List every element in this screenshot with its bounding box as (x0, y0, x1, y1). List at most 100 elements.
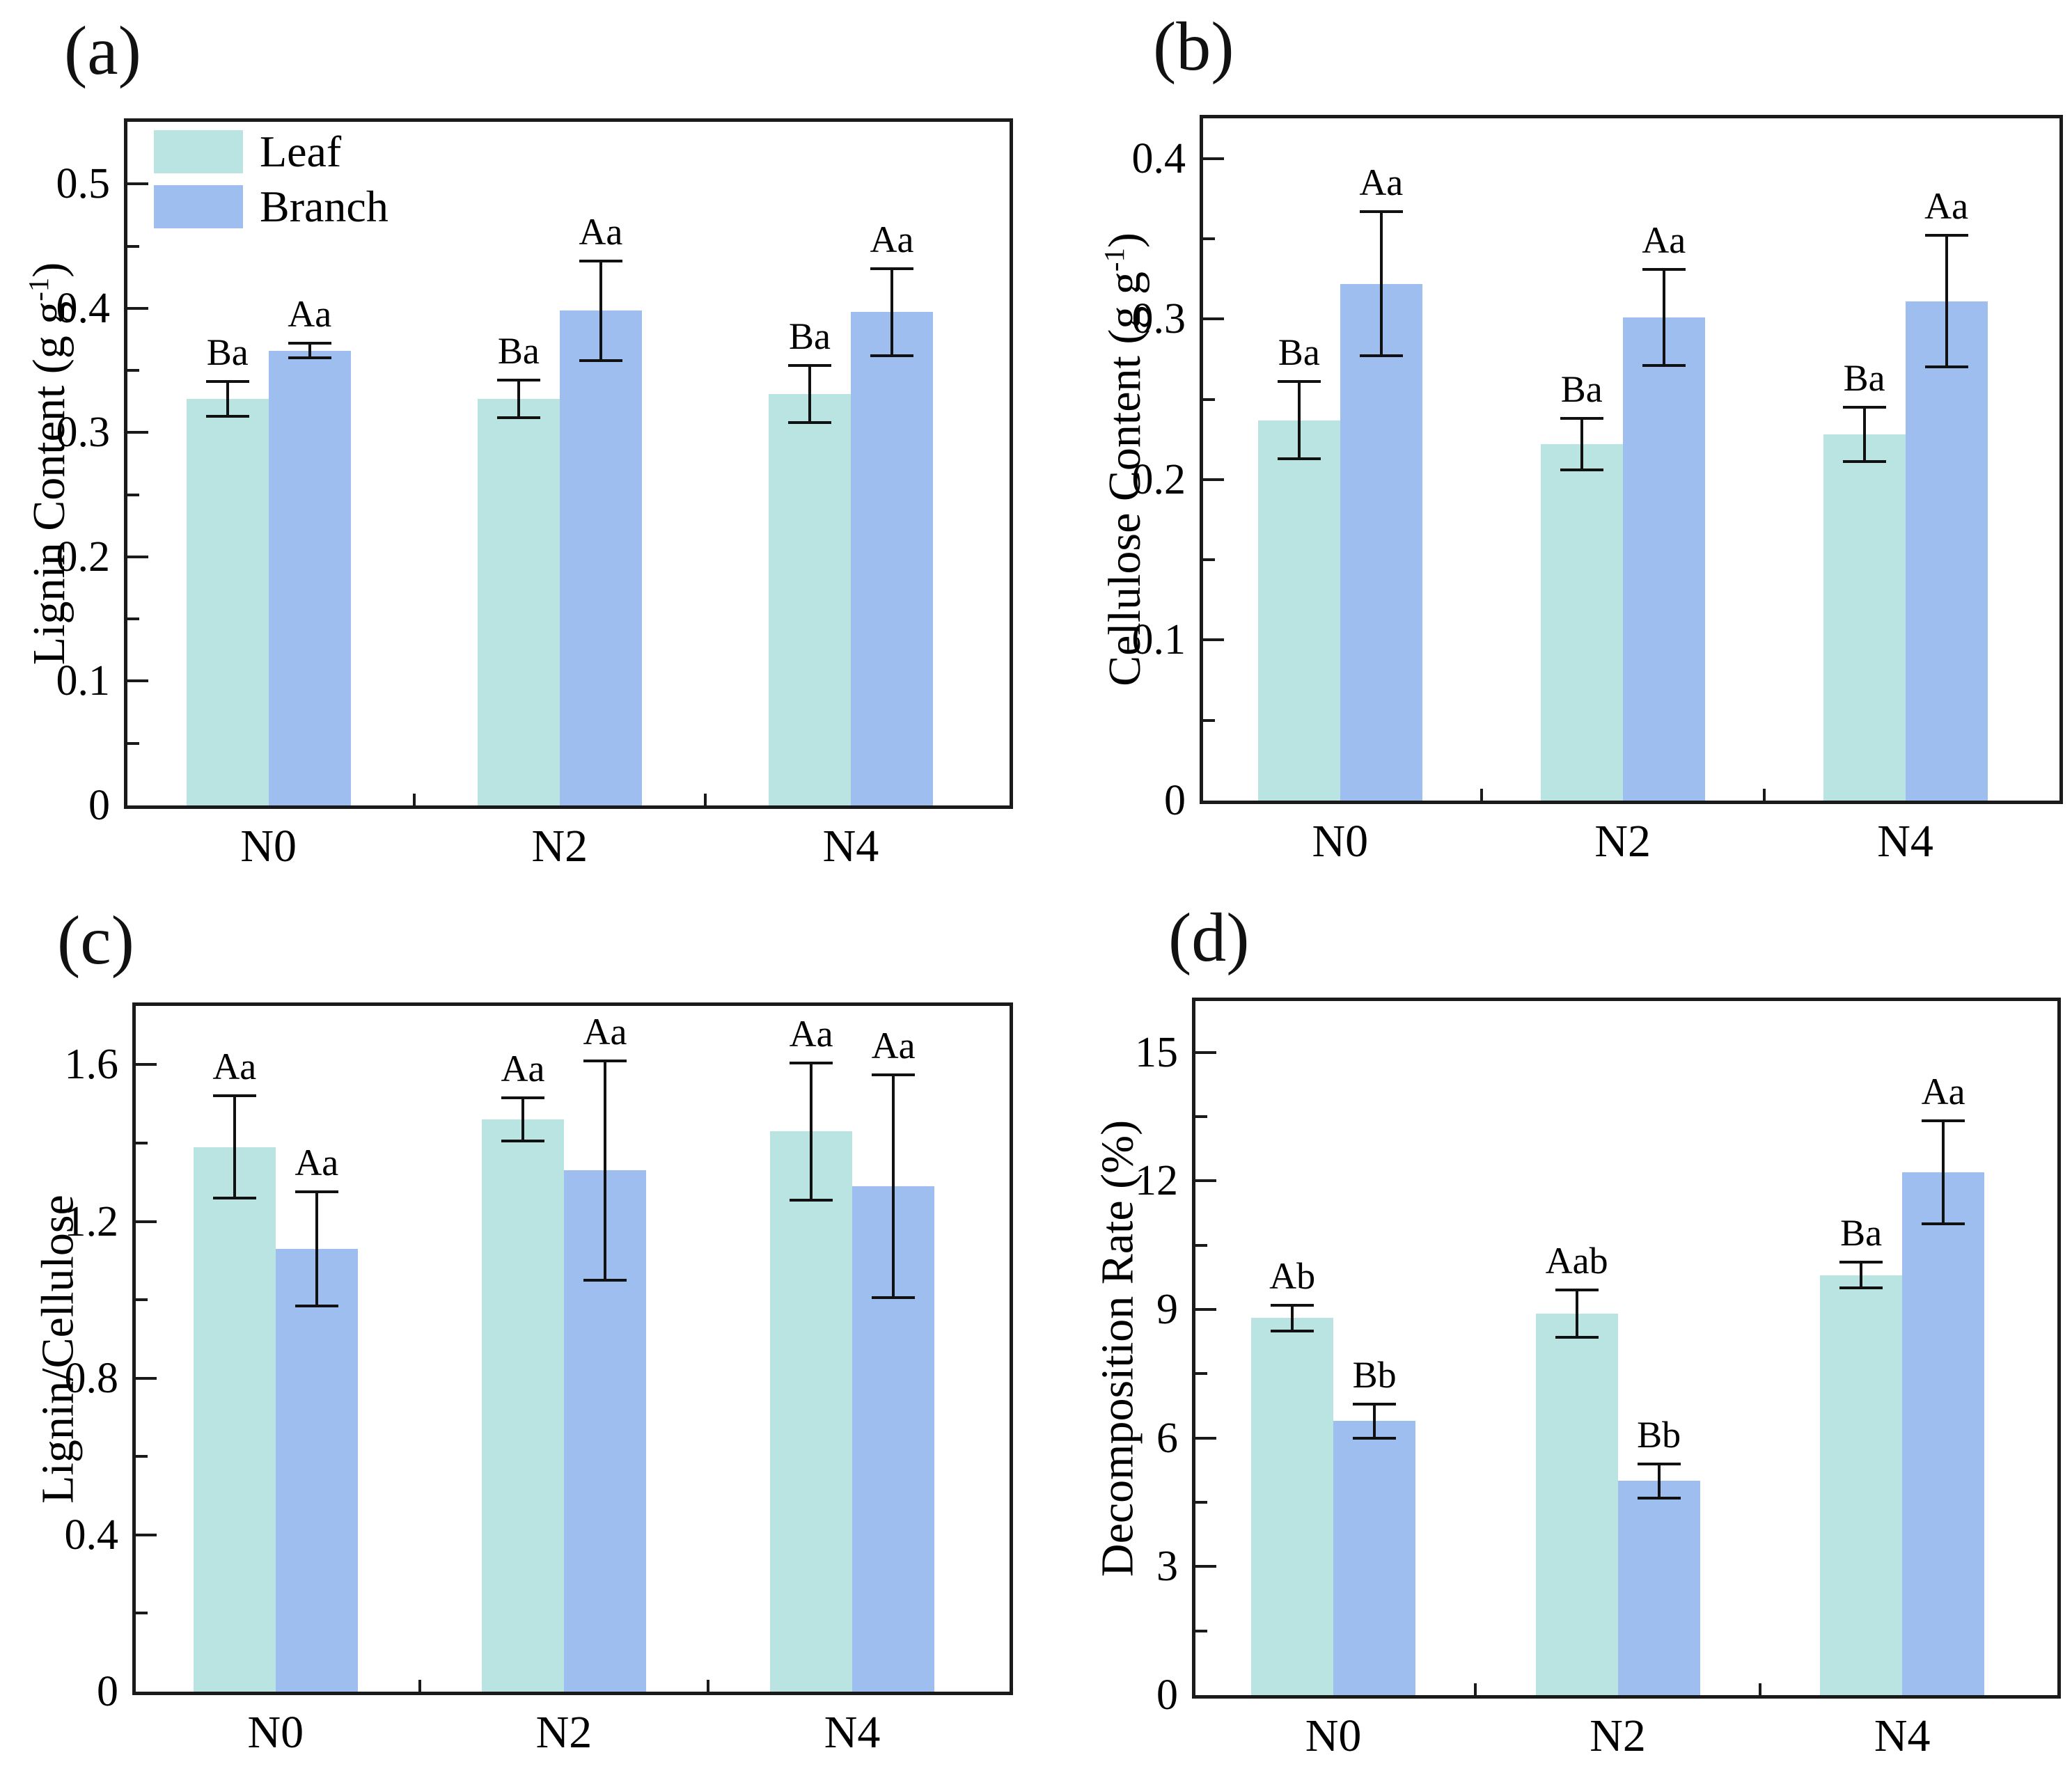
y-tick (127, 555, 148, 558)
bar-leaf (1251, 1318, 1334, 1695)
bar-leaf (770, 1131, 853, 1692)
significance-label: Ba (1278, 331, 1320, 374)
significance-label: Aa (1921, 1071, 1965, 1113)
plot-area-d: 0 3 6 9 12 15 N0 N2 N4 Ab Aab Ba Bb Bb Aa (1135, 998, 2061, 1761)
x-category-label: N2 (531, 821, 588, 872)
legend: Leaf Branch (154, 127, 388, 237)
y-axis-title-sup: -1 (1099, 248, 1130, 272)
significance-label: Aa (1924, 185, 1969, 228)
significance-label: Aa (871, 1024, 916, 1066)
y-tick-label: 0.4 (1131, 134, 1186, 182)
error-bar-cap-top (288, 341, 331, 345)
legend-label-leaf: Leaf (260, 127, 342, 176)
error-bar (1379, 211, 1383, 356)
significance-label: Bb (1352, 1353, 1397, 1396)
y-tick-label: 0.8 (64, 1354, 119, 1402)
bar-branch (1905, 301, 1988, 801)
x-category-label: N0 (1305, 1710, 1362, 1761)
y-tick-label: 0.4 (56, 284, 111, 332)
y-minor-tick (127, 369, 139, 372)
bar-branch (268, 350, 351, 805)
bar-branch (1333, 1421, 1416, 1695)
error-bar-cap-bottom (1642, 364, 1686, 368)
y-axis-title-c: Lignin/Cellulose (19, 1002, 83, 1695)
y-tick-label: 0.2 (56, 533, 111, 581)
y-tick (136, 1063, 157, 1066)
error-bar-cap-bottom (870, 354, 913, 357)
y-minor-tick (1195, 1115, 1207, 1119)
error-bar-cap-bottom (579, 359, 622, 362)
y-tick-label: 0.3 (56, 409, 111, 457)
error-bar (808, 365, 811, 423)
error-bar (1942, 1121, 1945, 1225)
y-minor-tick (136, 1298, 148, 1302)
error-bar-cap-top (787, 363, 831, 367)
significance-label: Ba (788, 315, 831, 357)
y-tick-label: 1.2 (64, 1197, 119, 1245)
bar-leaf (1257, 420, 1340, 801)
y-tick (136, 1220, 157, 1223)
y-tick (1195, 1179, 1216, 1183)
error-bar-cap-top (295, 1190, 338, 1194)
error-bar (892, 1074, 895, 1298)
significance-label: Aa (870, 218, 914, 260)
bar-branch (1902, 1172, 1985, 1695)
y-tick (1195, 1565, 1216, 1568)
legend-item-leaf: Leaf (154, 127, 388, 176)
error-bar (890, 268, 893, 356)
error-bar-cap-bottom (790, 1198, 833, 1202)
bar-branch (850, 312, 933, 805)
plot-area-a: 0 0.1 0.2 0.3 0.4 0.5 N0 N2 N4 Ba Ba Ba Aa Aa Aa Leaf … (56, 118, 1013, 872)
x-category-label: N4 (824, 1707, 881, 1758)
x-category-label: N4 (822, 821, 879, 872)
significance-label: Ba (497, 330, 540, 372)
error-bar-cap-top (1353, 1402, 1397, 1406)
error-bar-cap-bottom (1353, 1436, 1397, 1440)
panel-label-d: (d) (1168, 899, 1250, 976)
branch-swatch (154, 185, 243, 228)
error-bar-cap-top (1359, 210, 1403, 213)
y-minor-tick (1203, 718, 1215, 722)
error-bar (308, 343, 311, 359)
y-tick-label: 12 (1135, 1157, 1178, 1205)
error-bar-cap-top (1924, 234, 1968, 237)
y-tick-label: 0.3 (1131, 295, 1186, 343)
panel-label-b: (b) (1153, 8, 1234, 85)
legend-label-branch: Branch (260, 182, 388, 231)
bar-leaf (1823, 434, 1906, 801)
x-minor-tick (1758, 1683, 1761, 1695)
significance-label: Ab (1269, 1254, 1316, 1297)
error-bar-cap-top (583, 1059, 627, 1062)
error-bar-cap-bottom (1842, 460, 1886, 464)
significance-label: Ba (1843, 357, 1885, 400)
error-bar (1373, 1403, 1376, 1438)
error-bar-cap-top (501, 1096, 544, 1100)
significance-label: Aa (789, 1012, 833, 1055)
significance-label: Aa (212, 1046, 257, 1088)
x-minor-tick (703, 794, 707, 805)
y-tick-label: 0.2 (1131, 455, 1186, 503)
y-tick-label: 0 (1156, 1671, 1178, 1719)
bar-branch (275, 1248, 358, 1692)
x-category-label: N4 (1877, 816, 1933, 867)
y-minor-tick (136, 1142, 148, 1144)
y-tick (1195, 1436, 1216, 1440)
y-minor-tick (1203, 237, 1215, 240)
significance-label: Aa (1359, 161, 1404, 203)
y-tick-label: 3 (1156, 1543, 1178, 1591)
x-minor-tick (707, 1680, 710, 1692)
x-category-label: N0 (240, 821, 297, 872)
bar-branch (1622, 317, 1705, 801)
y-tick (127, 431, 148, 434)
y-tick-label: 15 (1135, 1028, 1178, 1076)
significance-label: Ba (1560, 368, 1603, 411)
y-minor-tick (127, 244, 139, 248)
y-tick-label: 1.6 (64, 1041, 119, 1089)
error-bar-cap-top (205, 380, 249, 384)
error-bar-cap-top (790, 1061, 833, 1064)
error-bar (1297, 381, 1301, 459)
error-bar-cap-bottom (1359, 354, 1403, 358)
error-bar-cap-top (1922, 1119, 1965, 1123)
y-tick-label: 0 (97, 1668, 118, 1715)
